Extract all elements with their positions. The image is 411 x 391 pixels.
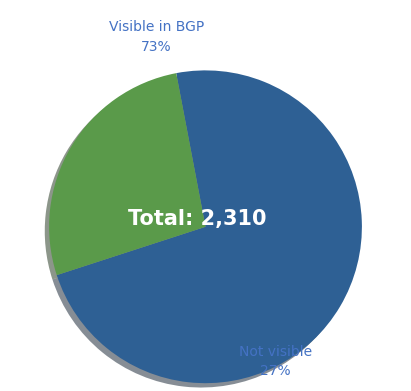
Text: 27%: 27% bbox=[260, 364, 291, 378]
Wedge shape bbox=[57, 70, 362, 383]
Text: Total: 2,310: Total: 2,310 bbox=[128, 209, 267, 229]
Text: 73%: 73% bbox=[141, 40, 171, 54]
Text: Visible in BGP: Visible in BGP bbox=[109, 20, 204, 34]
Wedge shape bbox=[49, 73, 206, 275]
Text: Not visible: Not visible bbox=[239, 345, 312, 359]
